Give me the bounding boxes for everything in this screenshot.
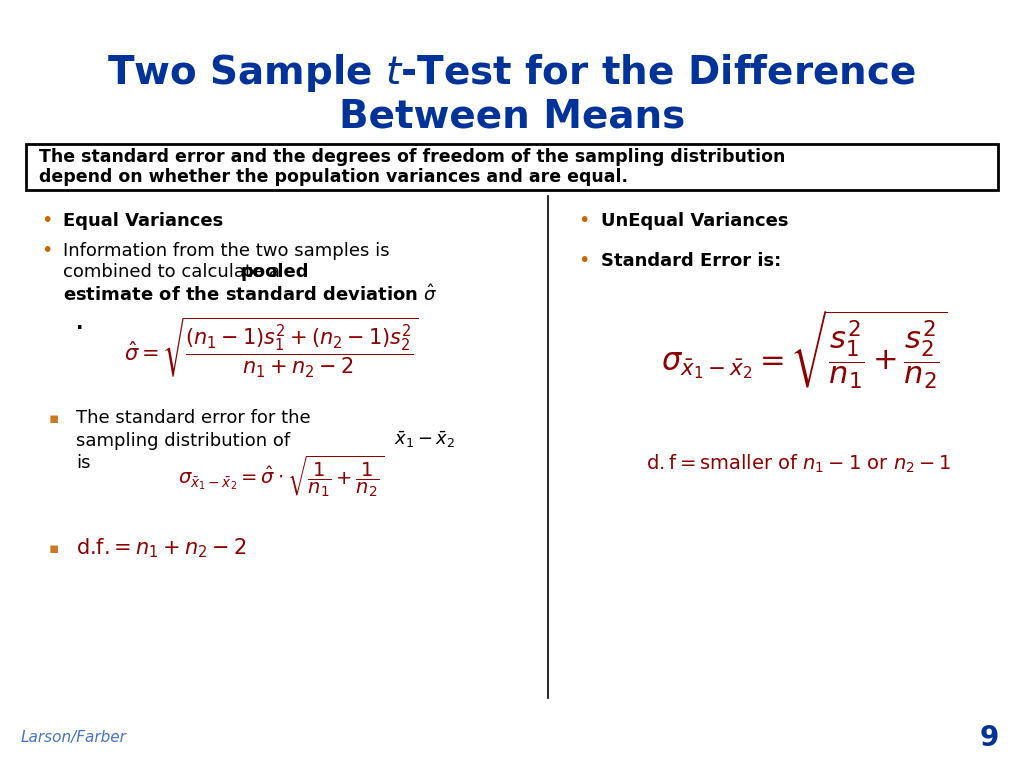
Text: Standard Error is:: Standard Error is: [600, 252, 781, 270]
Text: pooled: pooled [241, 263, 309, 281]
Text: The standard error and the degrees of freedom of the sampling distribution: The standard error and the degrees of fr… [39, 148, 785, 166]
Text: •: • [41, 242, 52, 260]
Text: $\sigma_{\bar{x}_1-\bar{x}_2} = \hat{\sigma}\cdot\sqrt{\dfrac{1}{n_1}+\dfrac{1}{: $\sigma_{\bar{x}_1-\bar{x}_2} = \hat{\si… [178, 454, 385, 500]
Text: UnEqual Variances: UnEqual Variances [600, 212, 788, 230]
Text: ▪: ▪ [49, 541, 59, 556]
Text: Two Sample $\mathbf{\mathit{t}}$-Test for the Difference: Two Sample $\mathbf{\mathit{t}}$-Test fo… [108, 52, 916, 94]
Text: Between Means: Between Means [339, 97, 685, 136]
Text: ·: · [76, 319, 83, 337]
Text: The standard error for the: The standard error for the [76, 409, 310, 427]
Text: depend on whether the population variances and are equal.: depend on whether the population varianc… [39, 168, 628, 186]
Text: $\mathrm{d.f} = \mathrm{smaller\ of\ } n_1 - 1\ \mathrm{or}\ n_2 - 1$: $\mathrm{d.f} = \mathrm{smaller\ of\ } n… [646, 453, 951, 476]
Text: Information from the two samples is: Information from the two samples is [62, 242, 389, 260]
Text: $\sigma_{\bar{x}_1-\bar{x}_2} = \sqrt{\dfrac{s_1^2}{n_1}+\dfrac{s_2^2}{n_2}}$: $\sigma_{\bar{x}_1-\bar{x}_2} = \sqrt{\d… [660, 308, 947, 390]
Text: Larson/Farber: Larson/Farber [20, 730, 126, 746]
Text: estimate of the standard deviation $\hat{\sigma}$: estimate of the standard deviation $\hat… [62, 284, 437, 305]
FancyBboxPatch shape [26, 143, 998, 190]
Text: $\text{d.f.}= n_1 + n_2 - 2$: $\text{d.f.}= n_1 + n_2 - 2$ [76, 537, 246, 560]
Text: •: • [579, 212, 590, 230]
Text: 9: 9 [979, 724, 998, 752]
Text: ▪: ▪ [49, 410, 59, 426]
Text: •: • [579, 252, 590, 270]
Text: sampling distribution of: sampling distribution of [76, 432, 290, 450]
Text: combined to calculate a: combined to calculate a [62, 263, 286, 281]
Text: $\bar{x}_1 - \bar{x}_2$: $\bar{x}_1 - \bar{x}_2$ [394, 430, 456, 449]
Text: is: is [76, 453, 90, 472]
Text: •: • [41, 212, 52, 230]
Text: Equal Variances: Equal Variances [62, 212, 223, 230]
Text: $\hat{\sigma} = \sqrt{\dfrac{(n_1-1)s_1^2+(n_2-1)s_2^2}{n_1+n_2-2}}$: $\hat{\sigma} = \sqrt{\dfrac{(n_1-1)s_1^… [124, 314, 419, 379]
